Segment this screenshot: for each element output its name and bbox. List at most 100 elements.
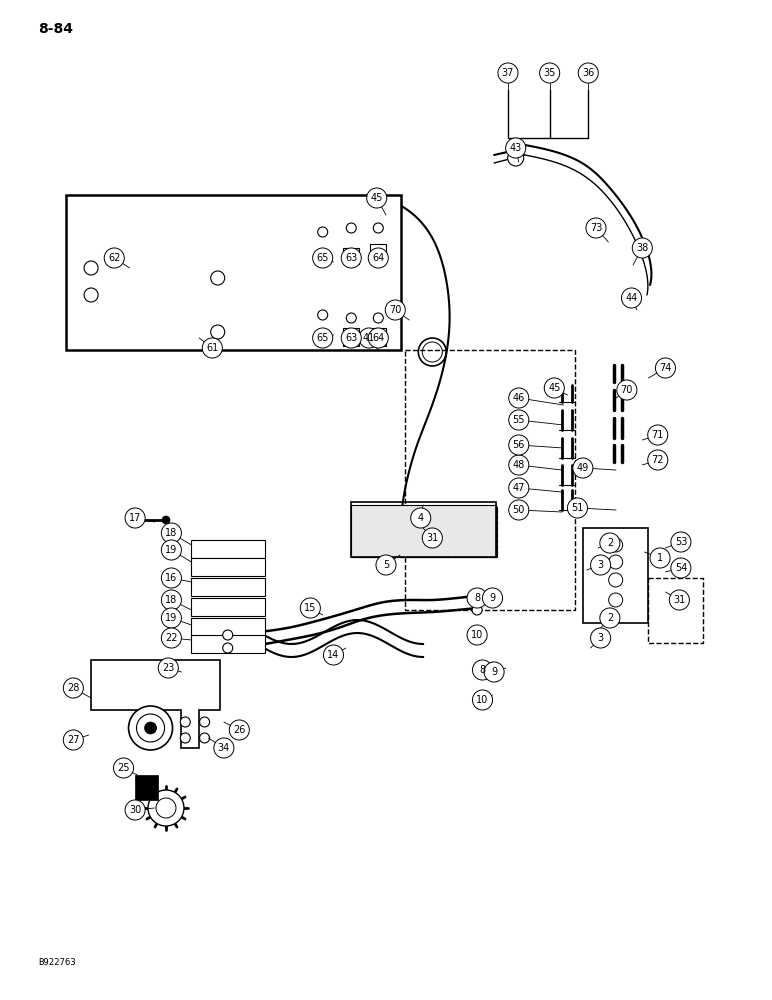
Text: 27: 27 <box>67 735 80 745</box>
Text: 45: 45 <box>548 383 560 393</box>
Text: 70: 70 <box>389 305 401 315</box>
Circle shape <box>202 338 222 358</box>
Text: 49: 49 <box>577 463 589 473</box>
Circle shape <box>374 223 383 233</box>
Circle shape <box>318 227 327 237</box>
Circle shape <box>374 313 383 323</box>
Text: 8-84: 8-84 <box>39 22 73 36</box>
Text: 65: 65 <box>317 333 329 343</box>
Circle shape <box>509 478 529 498</box>
Circle shape <box>323 645 344 665</box>
Circle shape <box>671 558 691 578</box>
Circle shape <box>161 523 181 543</box>
Text: 73: 73 <box>590 223 602 233</box>
Circle shape <box>223 630 232 640</box>
Circle shape <box>669 590 689 610</box>
Text: 30: 30 <box>129 805 141 815</box>
Text: 16: 16 <box>165 573 178 583</box>
Bar <box>191 558 265 576</box>
Circle shape <box>608 555 623 569</box>
Text: 65: 65 <box>317 253 329 263</box>
Text: 64: 64 <box>372 333 384 343</box>
Text: 31: 31 <box>426 533 438 543</box>
Circle shape <box>313 328 333 348</box>
Circle shape <box>161 590 181 610</box>
Circle shape <box>341 248 361 268</box>
Circle shape <box>608 573 623 587</box>
Text: 63: 63 <box>345 253 357 263</box>
Polygon shape <box>91 660 220 748</box>
Circle shape <box>422 528 442 548</box>
Text: 51: 51 <box>571 503 584 513</box>
Circle shape <box>482 588 503 608</box>
Circle shape <box>161 608 181 628</box>
Bar <box>66 195 401 350</box>
Circle shape <box>144 722 157 734</box>
Circle shape <box>63 730 83 750</box>
Text: 4: 4 <box>418 513 424 523</box>
Text: 61: 61 <box>206 343 218 353</box>
Circle shape <box>567 498 587 518</box>
Text: 8: 8 <box>479 665 486 675</box>
Circle shape <box>578 63 598 83</box>
Text: 10: 10 <box>476 695 489 705</box>
Text: 19: 19 <box>165 545 178 555</box>
Circle shape <box>200 717 209 727</box>
Bar <box>648 578 703 643</box>
Text: 38: 38 <box>636 243 648 253</box>
Text: 22: 22 <box>165 633 178 643</box>
Text: 53: 53 <box>675 537 687 547</box>
Text: 28: 28 <box>67 683 80 693</box>
Text: 63: 63 <box>345 333 357 343</box>
Circle shape <box>161 540 181 560</box>
Text: 71: 71 <box>652 430 664 440</box>
Text: 17: 17 <box>129 513 141 523</box>
Text: 46: 46 <box>513 393 525 403</box>
Circle shape <box>158 658 178 678</box>
Text: 3: 3 <box>598 560 604 570</box>
Circle shape <box>368 248 388 268</box>
Circle shape <box>648 425 668 445</box>
Text: 9: 9 <box>489 593 496 603</box>
Circle shape <box>591 628 611 648</box>
Text: 44: 44 <box>625 293 638 303</box>
Text: 10: 10 <box>471 630 483 640</box>
Circle shape <box>472 593 482 603</box>
Text: 9: 9 <box>491 667 497 677</box>
Circle shape <box>229 720 249 740</box>
Circle shape <box>648 450 668 470</box>
Bar <box>351 505 496 557</box>
Bar <box>355 509 497 557</box>
Text: 45: 45 <box>371 193 383 203</box>
Circle shape <box>63 678 83 698</box>
Circle shape <box>137 714 164 742</box>
Circle shape <box>148 790 184 826</box>
Text: B922763: B922763 <box>39 958 76 967</box>
Text: 64: 64 <box>372 253 384 263</box>
Circle shape <box>368 328 388 348</box>
Text: 56: 56 <box>513 440 525 450</box>
Bar <box>191 578 265 596</box>
Text: 70: 70 <box>621 385 633 395</box>
Circle shape <box>472 660 493 680</box>
Text: 1: 1 <box>657 553 663 563</box>
Circle shape <box>467 588 487 608</box>
Circle shape <box>509 388 529 408</box>
Bar <box>191 598 265 616</box>
Text: 34: 34 <box>218 743 230 753</box>
Text: 14: 14 <box>327 650 340 660</box>
Bar <box>191 540 265 558</box>
Text: 36: 36 <box>582 68 594 78</box>
Text: 37: 37 <box>502 68 514 78</box>
Text: 43: 43 <box>510 143 522 153</box>
Text: 23: 23 <box>162 663 174 673</box>
Circle shape <box>573 458 593 478</box>
Circle shape <box>104 248 124 268</box>
Circle shape <box>214 738 234 758</box>
Bar <box>354 507 497 557</box>
Circle shape <box>113 758 134 778</box>
Circle shape <box>129 706 172 750</box>
Circle shape <box>211 325 225 339</box>
Bar <box>191 618 265 636</box>
Circle shape <box>359 328 379 348</box>
